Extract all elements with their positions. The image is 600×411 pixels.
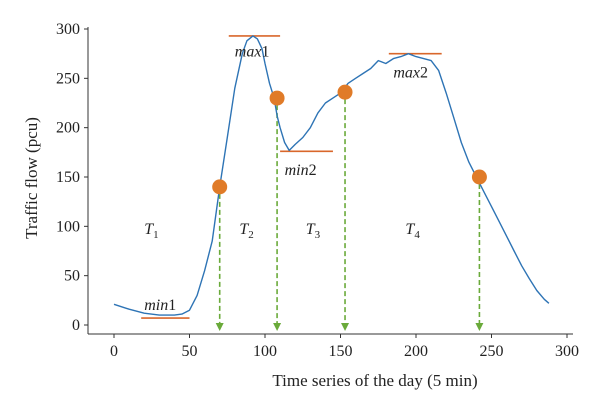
y-tick-label: 200 xyxy=(56,120,80,137)
y-tick-label: 0 xyxy=(72,317,80,334)
level-label-min1: min1 xyxy=(144,297,176,314)
drop-line-arrow xyxy=(475,323,484,331)
period-label-T4: T4 xyxy=(405,221,420,241)
y-tick-label: 250 xyxy=(56,70,80,87)
y-axis-title: Traffic flow (pcu) xyxy=(22,117,41,239)
x-tick-label: 100 xyxy=(253,343,277,360)
x-tick-label: 250 xyxy=(480,343,504,360)
period-label-T3: T3 xyxy=(306,221,321,241)
y-tick-label: 100 xyxy=(56,218,80,235)
drop-line-arrow xyxy=(215,323,224,331)
period-label-T1: T1 xyxy=(144,221,158,241)
x-tick-label: 150 xyxy=(329,343,353,360)
level-label-min2: min2 xyxy=(285,162,317,179)
y-tick-label: 50 xyxy=(64,268,80,285)
x-tick-label: 0 xyxy=(110,343,118,360)
x-tick-label: 50 xyxy=(182,343,198,360)
data-point-marker xyxy=(471,169,487,185)
level-label-max2: max2 xyxy=(393,64,428,81)
x-tick-label: 300 xyxy=(555,343,579,360)
markers xyxy=(212,84,487,195)
period-label-T2: T2 xyxy=(239,221,253,241)
drop-line-arrow xyxy=(273,323,282,331)
x-axis-title: Time series of the day (5 min) xyxy=(272,371,477,390)
data-point-marker xyxy=(269,90,285,106)
level-label-max1: max1 xyxy=(235,44,270,61)
annotations: min1 max1 min2 max2 T1 T2 T3 T4 xyxy=(144,44,428,315)
axes: 0 50 100 150 200 250 300 0 50 100 150 200 250 300 xyxy=(56,21,579,360)
drop-lines xyxy=(215,99,484,331)
data-point-marker xyxy=(337,84,353,100)
y-tick-label: 300 xyxy=(56,21,80,38)
drop-line-arrow xyxy=(341,323,350,331)
data-point-marker xyxy=(212,179,228,195)
y-tick-label: 150 xyxy=(56,169,80,186)
x-tick-label: 200 xyxy=(404,343,428,360)
level-lines xyxy=(141,35,442,319)
